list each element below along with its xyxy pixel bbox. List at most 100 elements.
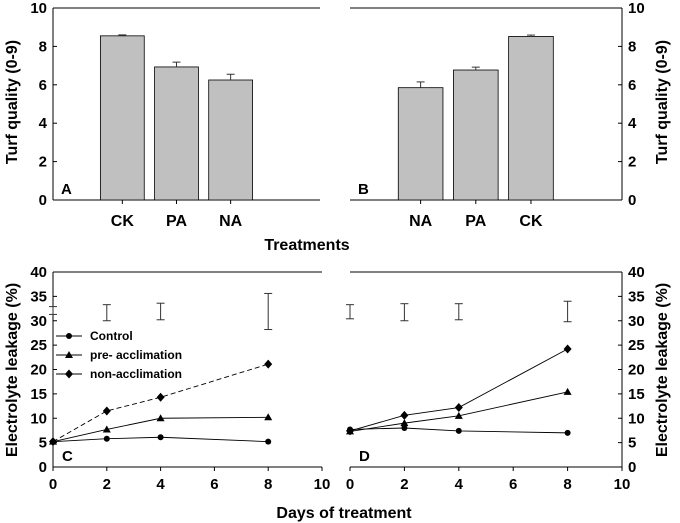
legend: Control pre- acclimation non-acclimation xyxy=(56,329,182,381)
x-tick-label: 2 xyxy=(103,476,111,493)
y-tick-label: 4 xyxy=(628,115,637,132)
y-tick-label: 30 xyxy=(628,313,645,330)
series-line-triangle xyxy=(349,391,568,432)
series-line-diamond xyxy=(349,348,568,432)
data-point-circle xyxy=(455,427,462,434)
x-tick-label: 6 xyxy=(210,476,218,493)
data-point-triangle xyxy=(400,419,409,427)
data-point-diamond xyxy=(65,369,73,379)
data-point-diamond xyxy=(400,410,409,420)
y-tick-label: 20 xyxy=(30,362,47,379)
y-tick-label: 0 xyxy=(628,459,636,476)
data-point-circle xyxy=(103,435,110,442)
panel-label: B xyxy=(358,181,369,198)
bar-na xyxy=(397,87,444,201)
data-point-triangle xyxy=(454,411,463,419)
data-point-diamond xyxy=(49,437,57,447)
y-tick-label: 10 xyxy=(30,410,47,427)
data-point-circle xyxy=(157,434,164,441)
y-tick-label: 35 xyxy=(628,288,645,305)
series-line-circle xyxy=(52,436,269,443)
legend-label: non-acclimation xyxy=(90,367,182,381)
panel-label: C xyxy=(62,448,73,465)
legend-label: pre- acclimation xyxy=(90,348,182,362)
panel-b-bar-chart: 0 2 4 6 8 10 NA PA CK B xyxy=(350,0,645,230)
bar-ck xyxy=(508,36,554,201)
y-tick-label: 40 xyxy=(628,264,645,281)
data-point-diamond xyxy=(346,426,354,436)
y-tick-label: 8 xyxy=(39,38,47,55)
data-point-triangle xyxy=(102,425,111,433)
x-axis-label-treatments: Treatments xyxy=(264,237,349,254)
y-tick-label: 2 xyxy=(39,154,47,171)
y-tick-label: 25 xyxy=(628,337,645,354)
y-tick-label: 4 xyxy=(39,115,48,132)
y-tick-label: 30 xyxy=(30,313,47,330)
y-tick-label: 40 xyxy=(30,264,47,281)
y-tick-label: 15 xyxy=(30,386,47,403)
y-tick-label: 10 xyxy=(628,410,645,427)
data-point-diamond xyxy=(454,403,463,413)
x-tick-label-na: NA xyxy=(219,213,243,230)
y-tick-label: 15 xyxy=(628,386,645,403)
y-axis-label-a: Turf quality (0-9) xyxy=(4,40,21,164)
x-tick-label-pa: PA xyxy=(465,213,486,230)
data-point-diamond xyxy=(563,344,572,354)
x-tick-label-ck: CK xyxy=(519,213,543,230)
x-axis-label-days: Days of treatment xyxy=(276,505,412,522)
y-tick-label: 10 xyxy=(30,0,47,17)
data-point-circle xyxy=(564,429,571,436)
data-point-triangle xyxy=(264,413,273,421)
panel-label: D xyxy=(359,448,370,465)
data-point-triangle xyxy=(156,414,165,422)
x-tick-label: 8 xyxy=(264,476,272,493)
y-tick-label: 25 xyxy=(30,337,47,354)
x-tick-label: 6 xyxy=(509,476,517,493)
y-tick-label: 8 xyxy=(628,38,636,55)
data-point-diamond xyxy=(156,392,165,402)
x-tick-label: 4 xyxy=(156,476,165,493)
y-tick-label: 6 xyxy=(628,77,636,94)
series-line-circle xyxy=(349,427,568,434)
x-tick-label-ck: CK xyxy=(111,213,135,230)
bar-ck xyxy=(99,35,145,201)
data-point-circle xyxy=(401,425,408,431)
panel-a-bar-chart: 0 2 4 6 8 10 CK PA NA A xyxy=(30,0,320,230)
y-axis-label-c: Electrolyte leakage (%) xyxy=(4,283,21,457)
y-tick-label: 5 xyxy=(628,435,636,452)
x-tick-label: 8 xyxy=(563,476,571,493)
x-tick-label: 10 xyxy=(314,476,331,493)
y-axis-label-d: Electrolyte leakage (%) xyxy=(654,283,671,457)
x-tick-label-pa: PA xyxy=(166,213,187,230)
bar-na xyxy=(208,79,253,201)
data-point-diamond xyxy=(264,359,273,369)
x-tick-label: 0 xyxy=(49,476,57,493)
y-tick-label: 20 xyxy=(628,362,645,379)
panel-label: A xyxy=(61,181,72,198)
y-tick-label: 0 xyxy=(628,192,636,209)
series-line-triangle xyxy=(52,416,269,443)
y-tick-label: 5 xyxy=(39,435,47,452)
y-tick-label: 0 xyxy=(39,459,47,476)
data-point-triangle xyxy=(65,351,73,358)
y-tick-label: 10 xyxy=(628,0,645,17)
series-line-diamond xyxy=(52,363,269,443)
y-axis-label-b: Turf quality (0-9) xyxy=(654,40,671,164)
x-tick-label: 4 xyxy=(455,476,464,493)
data-point-circle xyxy=(66,333,72,339)
x-tick-label-na: NA xyxy=(409,213,433,230)
y-tick-label: 0 xyxy=(39,192,47,209)
bar-pa xyxy=(154,66,199,201)
x-tick-label: 2 xyxy=(400,476,408,493)
x-tick-label: 10 xyxy=(614,476,631,493)
data-point-circle xyxy=(265,438,272,445)
y-tick-label: 2 xyxy=(628,154,636,171)
panel-c-line-chart: 0 5 10 15 20 25 30 35 40 0 2 4 6 8 10 Control pre- accli… xyxy=(30,264,330,493)
panel-d-line-chart: 0 5 10 15 20 25 30 35 40 0 2 4 6 8 10 D xyxy=(346,264,645,493)
y-tick-label: 6 xyxy=(39,77,47,94)
x-tick-label: 0 xyxy=(346,476,354,493)
data-point-diamond xyxy=(102,406,111,416)
bar-pa xyxy=(453,69,499,201)
legend-label: Control xyxy=(90,329,133,343)
y-tick-label: 35 xyxy=(30,288,47,305)
